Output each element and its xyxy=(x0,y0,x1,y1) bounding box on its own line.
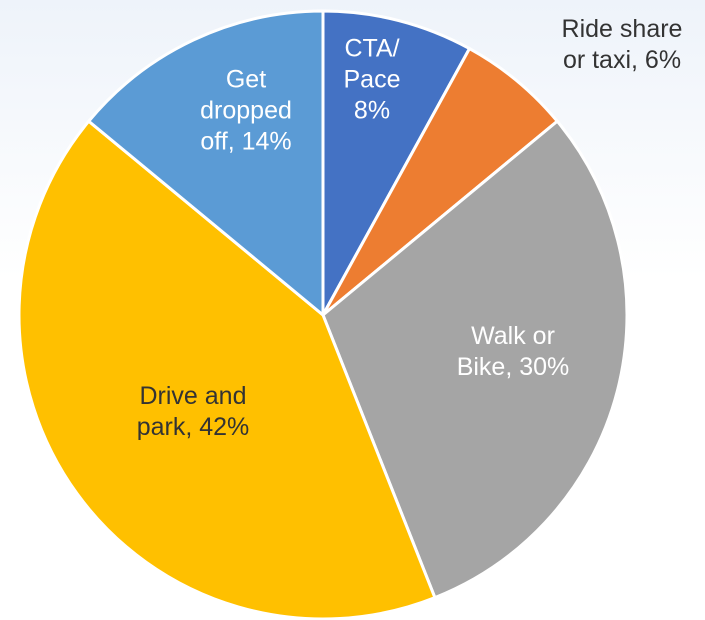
slice-label: Get dropped off, 14% xyxy=(186,65,306,158)
category-label: CTA/ Pace xyxy=(343,34,401,94)
pie-slice xyxy=(321,119,629,600)
value-label: 30% xyxy=(519,353,570,381)
category-label: Drive and park, xyxy=(136,382,247,441)
value-label: 8% xyxy=(353,96,391,125)
pie-slice xyxy=(17,119,437,620)
slice-label: CTA/ Pace 8% xyxy=(336,34,408,127)
pie-slice xyxy=(321,9,472,316)
slice-label: Ride share or taxi, 6% xyxy=(547,14,697,76)
slice-label: Walk or Bike, 30% xyxy=(443,321,583,383)
slice-label: Drive and park, 42% xyxy=(123,381,263,443)
value-label: 6% xyxy=(644,46,682,74)
category-label: Walk or Bike, xyxy=(456,322,555,381)
pie-slice xyxy=(86,9,325,319)
value-label: 42% xyxy=(199,413,250,441)
category-label: Get dropped off, xyxy=(200,65,292,156)
category-label: Ride share or taxi, xyxy=(561,15,683,74)
value-label: 14% xyxy=(241,127,292,156)
